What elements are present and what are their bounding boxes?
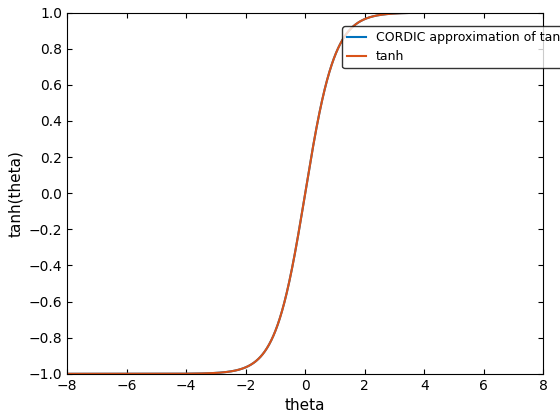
CORDIC approximation of tanh — [295, 230, 302, 235]
tanh — [438, 10, 445, 15]
CORDIC approximation of tanh — [540, 10, 547, 15]
tanh — [526, 10, 533, 15]
CORDIC approximation of tanh — [283, 293, 290, 298]
tanh — [295, 230, 302, 235]
Line: CORDIC approximation of tanh: CORDIC approximation of tanh — [67, 13, 543, 374]
Legend: CORDIC approximation of tanh, tanh: CORDIC approximation of tanh, tanh — [342, 26, 560, 68]
tanh — [64, 371, 71, 376]
CORDIC approximation of tanh — [526, 10, 533, 15]
X-axis label: theta: theta — [285, 398, 325, 413]
Line: tanh: tanh — [67, 13, 543, 374]
CORDIC approximation of tanh — [438, 10, 445, 15]
tanh — [88, 371, 95, 376]
tanh — [283, 293, 290, 298]
CORDIC approximation of tanh — [64, 371, 71, 376]
tanh — [540, 10, 547, 15]
tanh — [526, 10, 533, 15]
CORDIC approximation of tanh — [526, 10, 533, 15]
Y-axis label: tanh(theta): tanh(theta) — [8, 150, 23, 236]
CORDIC approximation of tanh — [88, 371, 95, 376]
